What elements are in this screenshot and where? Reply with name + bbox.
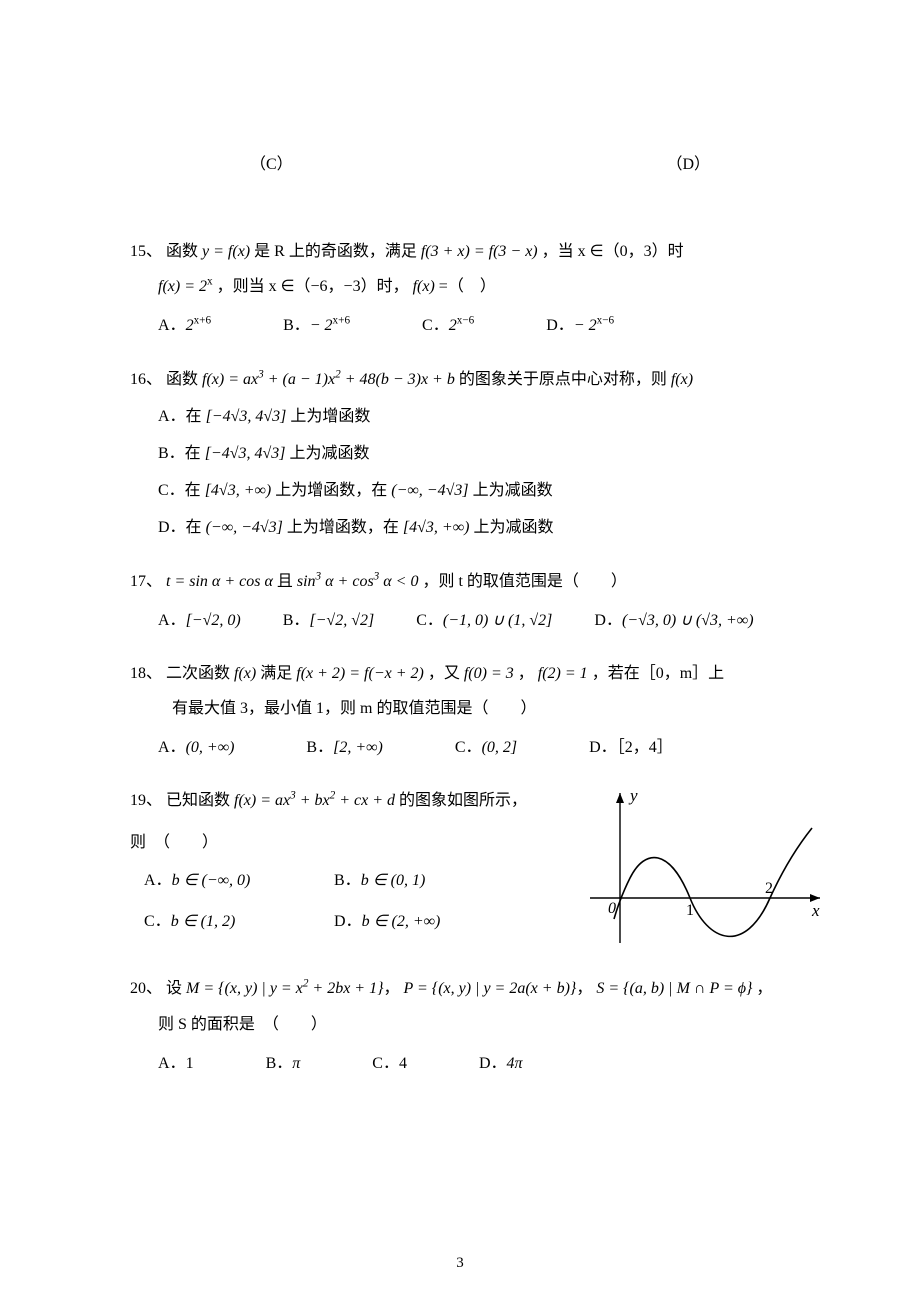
q15-eq3: f(x) = 2x <box>158 278 213 295</box>
q15-C: C．2x−6 <box>422 308 474 343</box>
q15-eq2: f(3 + x) = f(3 − x) <box>421 243 538 260</box>
q17-eq2: sin3 α + cos3 α < 0 <box>297 573 419 590</box>
q19-eq: f(x) = ax3 + bx2 + cx + d <box>234 792 395 809</box>
q15-A: A．2x+6 <box>158 308 211 343</box>
q18-fx: f(x) <box>234 665 256 682</box>
y-arrow-icon <box>616 793 624 803</box>
q20-options: A．1 B．π C．4 D．4π <box>158 1046 830 1081</box>
q20-B: B．π <box>266 1046 301 1081</box>
q15-l2a: ，则当 x ∈（−6，−3）时， <box>217 278 409 295</box>
q17-mid: 且 <box>277 573 297 590</box>
label-d: （D） <box>666 150 710 174</box>
question-18: 18、 二次函数 f(x) 满足 f(x + 2) = f(−x + 2) ，又… <box>130 656 830 766</box>
top-choice-labels: （C） （D） <box>130 150 830 174</box>
q19-a: 已知函数 <box>166 792 234 809</box>
q15-eq4: f(x) <box>413 278 435 295</box>
q15-options: A．2x+6 B．− 2x+6 C．2x−6 D．− 2x−6 <box>158 308 830 343</box>
q18-D: D．［2，4］ <box>589 730 673 765</box>
q20-end: ， <box>756 980 772 997</box>
question-20: 20、 设 M = {(x, y) | y = x2 + 2bx + 1} ， P… <box>130 971 830 1081</box>
q20-line2: 则 S 的面积是 （ ） <box>158 1007 830 1042</box>
q18-d: ， <box>518 665 534 682</box>
q19-graph: 0 x y 1 2 <box>580 783 830 953</box>
q18-A: A．(0, +∞) <box>158 730 234 765</box>
q17-end: ，则 t 的取值范围是（ ） <box>422 573 626 590</box>
q20-pre: 设 <box>166 980 186 997</box>
q17-eq1: t = sin α + cos α <box>166 573 273 590</box>
q17-num: 17、 <box>130 573 162 590</box>
question-17: 17、 t = sin α + cos α 且 sin3 α + cos3 α … <box>130 564 830 638</box>
q18-c: ，又 <box>428 665 464 682</box>
label-c: （C） <box>250 150 293 174</box>
q15-stem-a: 函数 <box>166 243 202 260</box>
q18-eq2: f(0) = 3 <box>464 665 514 682</box>
q18-C: C．(0, 2] <box>455 730 517 765</box>
q18-b: 满足 <box>260 665 296 682</box>
q16-B: B．在 [−4√3, 4√3] 上为减函数 <box>158 436 830 471</box>
q18-a: 二次函数 <box>166 665 234 682</box>
q18-options: A．(0, +∞) B．[2, +∞) C．(0, 2] D．［2，4］ <box>158 730 830 765</box>
q18-num: 18、 <box>130 665 162 682</box>
q16-num: 16、 <box>130 371 162 388</box>
q18-B: B．[2, +∞) <box>306 730 382 765</box>
q16-C: C．在 [4√3, +∞) 上为增函数，在 (−∞, −4√3] 上为减函数 <box>158 473 830 508</box>
q19-b: 的图象如图所示， <box>399 792 527 809</box>
q19-B: B．b ∈ (0, 1) <box>334 860 524 902</box>
q15-B: B．− 2x+6 <box>283 308 350 343</box>
q19-D: D．b ∈ (2, +∞) <box>334 901 524 943</box>
q16-D: D．在 (−∞, −4√3] 上为增函数，在 [4√3, +∞) 上为减函数 <box>158 510 830 545</box>
x-label: x <box>811 901 820 920</box>
q17-B: B．[−√2, √2] <box>283 603 375 638</box>
q16-eq: f(x) = ax3 + (a − 1)x2 + 48(b − 3)x + b <box>202 371 455 388</box>
q19-A: A．b ∈ (−∞, 0) <box>144 860 334 902</box>
q20-C: C．4 <box>372 1046 407 1081</box>
q15-l2b: =（ ） <box>439 278 496 295</box>
q20-M: M = {(x, y) | y = x2 + 2bx + 1} <box>186 980 383 997</box>
y-label: y <box>628 786 638 805</box>
q17-A: A．[−√2, 0) <box>158 603 241 638</box>
q16-fx: f(x) <box>671 371 693 388</box>
q20-S: S = {(a, b) | M ∩ P = ϕ} <box>596 980 752 997</box>
cubic-curve <box>614 828 812 936</box>
q19-options: A．b ∈ (−∞, 0) B．b ∈ (0, 1) C．b ∈ (1, 2) … <box>144 860 570 943</box>
q15-stem-b: 是 R 上的奇函数，满足 <box>254 243 421 260</box>
q16-stem-b: 的图象关于原点中心对称，则 <box>459 371 671 388</box>
q15-D: D．− 2x−6 <box>546 308 614 343</box>
q20-P: P = {(x, y) | y = 2a(x + b)} <box>404 980 577 997</box>
q20-A: A．1 <box>158 1046 194 1081</box>
question-15: 15、 函数 y = f(x) 是 R 上的奇函数，满足 f(3 + x) = … <box>130 234 830 344</box>
q20-num: 20、 <box>130 980 162 997</box>
q17-options: A．[−√2, 0) B．[−√2, √2] C．(−1, 0) ∪ (1, √… <box>158 603 830 638</box>
q18-eq3: f(2) = 1 <box>538 665 588 682</box>
q19-then: 则 （ ） <box>130 825 570 860</box>
q16-A: A．在 [−4√3, 4√3] 上为增函数 <box>158 399 830 434</box>
question-19: 19、 已知函数 f(x) = ax3 + bx2 + cx + d 的图象如图… <box>130 783 830 953</box>
page-number: 3 <box>0 1255 920 1272</box>
page: （C） （D） 15、 函数 y = f(x) 是 R 上的奇函数，满足 f(3… <box>0 0 920 1302</box>
q18-eq1: f(x + 2) = f(−x + 2) <box>296 665 424 682</box>
q19-num: 19、 <box>130 792 162 809</box>
q19-text: 19、 已知函数 f(x) = ax3 + bx2 + cx + d 的图象如图… <box>130 783 570 943</box>
question-16: 16、 函数 f(x) = ax3 + (a − 1)x2 + 48(b − 3… <box>130 362 830 546</box>
q20-D: D．4π <box>479 1046 523 1081</box>
q15-num: 15、 <box>130 243 162 260</box>
q17-D: D．(−√3, 0) ∪ (√3, +∞) <box>594 603 753 638</box>
q15-stem-c: ，当 x ∈（0，3）时 <box>542 243 684 260</box>
q17-C: C．(−1, 0) ∪ (1, √2] <box>416 603 552 638</box>
q18-line2: 有最大值 3，最小值 1，则 m 的取值范围是（ ） <box>172 691 830 726</box>
q15-eq1: y = f(x) <box>202 243 250 260</box>
q15-line2: f(x) = 2x ，则当 x ∈（−6，−3）时， f(x) =（ ） <box>158 269 830 304</box>
q16-stem-a: 函数 <box>166 371 202 388</box>
q19-C: C．b ∈ (1, 2) <box>144 901 334 943</box>
q18-e: ，若在［0，m］上 <box>592 665 724 682</box>
